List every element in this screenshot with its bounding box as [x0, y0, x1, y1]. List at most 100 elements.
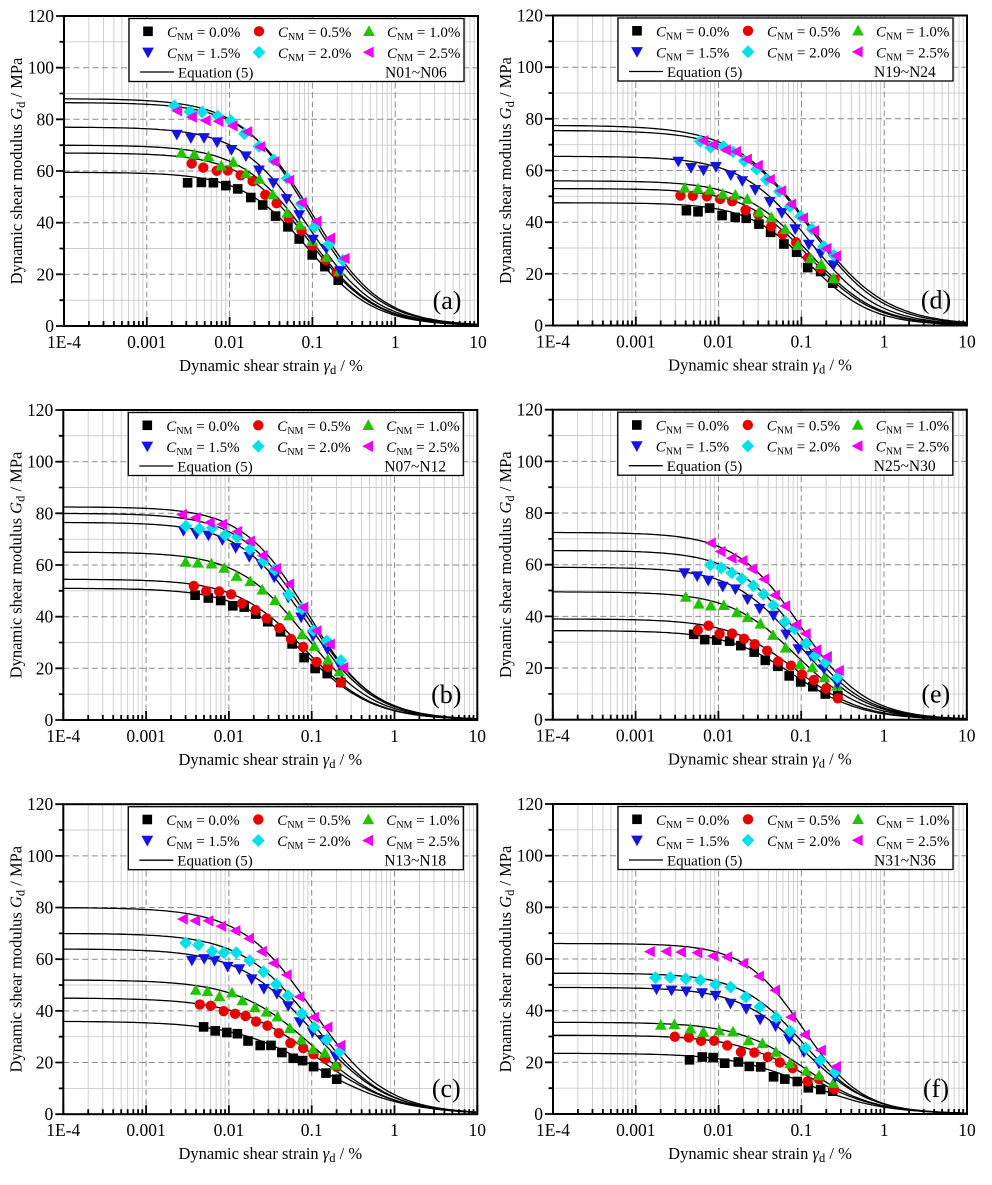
svg-text:40: 40: [36, 1001, 54, 1021]
svg-text:CNM = 2.0%: CNM = 2.0%: [767, 45, 840, 63]
svg-text:20: 20: [36, 1053, 54, 1073]
svg-text:0.001: 0.001: [126, 726, 165, 746]
svg-text:Dynamic shear strain γd / %: Dynamic shear strain γd / %: [668, 1144, 852, 1165]
svg-text:CNM = 1.0%: CNM = 1.0%: [387, 25, 460, 43]
svg-text:CNM = 0.5%: CNM = 0.5%: [278, 25, 351, 43]
svg-text:0.01: 0.01: [214, 332, 245, 352]
svg-text:0: 0: [534, 710, 543, 730]
svg-text:0.01: 0.01: [703, 726, 734, 746]
svg-text:10: 10: [469, 332, 487, 352]
svg-text:N13~N18: N13~N18: [384, 853, 446, 870]
svg-text:1E-4: 1E-4: [46, 1120, 80, 1140]
svg-text:10: 10: [469, 1120, 487, 1140]
svg-text:0.001: 0.001: [127, 332, 166, 352]
svg-text:CNM = 0.5%: CNM = 0.5%: [277, 419, 350, 437]
svg-text:Equation (5): Equation (5): [667, 854, 742, 870]
svg-text:CNM = 1.5%: CNM = 1.5%: [656, 45, 729, 63]
svg-text:CNM = 1.5%: CNM = 1.5%: [166, 440, 239, 458]
svg-text:CNM = 0.0%: CNM = 0.0%: [166, 419, 239, 437]
svg-text:0.01: 0.01: [703, 1120, 734, 1140]
svg-text:Dynamic shear modulus Gd / MPa: Dynamic shear modulus Gd / MPa: [6, 845, 27, 1072]
svg-text:0.1: 0.1: [790, 332, 812, 352]
svg-text:1: 1: [880, 332, 889, 352]
svg-text:CNM = 2.5%: CNM = 2.5%: [876, 440, 949, 458]
svg-text:10: 10: [958, 726, 976, 746]
svg-text:CNM = 1.5%: CNM = 1.5%: [656, 834, 729, 852]
svg-text:CNM = 1.0%: CNM = 1.0%: [386, 813, 459, 831]
svg-text:CNM = 0.0%: CNM = 0.0%: [167, 25, 240, 43]
svg-text:CNM = 2.0%: CNM = 2.0%: [767, 440, 840, 458]
svg-text:60: 60: [37, 161, 55, 181]
svg-text:20: 20: [525, 658, 543, 678]
svg-text:120: 120: [27, 794, 54, 814]
svg-text:40: 40: [525, 606, 543, 626]
svg-text:1E-4: 1E-4: [46, 726, 80, 746]
svg-text:120: 120: [27, 400, 54, 420]
svg-text:1: 1: [880, 1120, 889, 1140]
svg-text:(f): (f): [923, 1074, 949, 1103]
svg-text:Dynamic shear strain γd / %: Dynamic shear strain γd / %: [178, 1144, 362, 1165]
svg-text:10: 10: [958, 332, 976, 352]
svg-text:CNM = 2.0%: CNM = 2.0%: [277, 440, 350, 458]
svg-text:N07~N12: N07~N12: [384, 459, 446, 476]
svg-text:10: 10: [958, 1120, 976, 1140]
svg-text:(c): (c): [432, 1074, 461, 1103]
svg-text:1: 1: [880, 726, 889, 746]
svg-text:0.01: 0.01: [214, 1120, 245, 1140]
svg-text:CNM = 0.5%: CNM = 0.5%: [767, 24, 840, 42]
svg-text:CNM = 1.0%: CNM = 1.0%: [386, 419, 459, 437]
svg-text:60: 60: [525, 555, 543, 575]
svg-text:100: 100: [27, 452, 54, 472]
svg-text:Dynamic shear modulus Gd / MPa: Dynamic shear modulus Gd / MPa: [496, 845, 517, 1072]
svg-text:Dynamic shear modulus Gd / MPa: Dynamic shear modulus Gd / MPa: [7, 57, 28, 284]
svg-text:60: 60: [526, 949, 544, 969]
svg-text:(b): (b): [431, 680, 461, 709]
svg-text:40: 40: [36, 607, 54, 627]
svg-text:100: 100: [517, 846, 544, 866]
svg-text:CNM = 0.0%: CNM = 0.0%: [656, 24, 729, 42]
svg-text:0.001: 0.001: [616, 1120, 655, 1140]
svg-text:CNM = 2.0%: CNM = 2.0%: [277, 834, 350, 852]
svg-text:Dynamic shear modulus Gd / MPa: Dynamic shear modulus Gd / MPa: [496, 451, 517, 678]
svg-text:80: 80: [37, 109, 55, 129]
svg-text:0.01: 0.01: [214, 726, 245, 746]
svg-text:120: 120: [517, 400, 544, 420]
svg-text:1E-4: 1E-4: [47, 332, 81, 352]
svg-text:120: 120: [517, 6, 544, 26]
svg-text:Dynamic shear strain γd / %: Dynamic shear strain γd / %: [178, 750, 362, 771]
svg-text:N01~N06: N01~N06: [385, 65, 447, 82]
svg-text:CNM = 2.0%: CNM = 2.0%: [278, 46, 351, 64]
svg-text:0: 0: [45, 710, 54, 730]
svg-text:CNM = 1.0%: CNM = 1.0%: [876, 419, 949, 437]
svg-text:CNM = 2.5%: CNM = 2.5%: [876, 834, 949, 852]
svg-text:CNM = 2.0%: CNM = 2.0%: [767, 834, 840, 852]
svg-text:0.1: 0.1: [301, 1120, 323, 1140]
svg-text:0: 0: [45, 316, 54, 336]
svg-text:120: 120: [28, 6, 55, 26]
svg-text:Equation (5): Equation (5): [667, 459, 742, 475]
svg-text:60: 60: [526, 161, 544, 181]
svg-text:1E-4: 1E-4: [536, 1120, 570, 1140]
svg-text:CNM = 2.5%: CNM = 2.5%: [386, 440, 459, 458]
svg-text:CNM = 2.5%: CNM = 2.5%: [387, 46, 460, 64]
svg-text:CNM = 2.5%: CNM = 2.5%: [386, 834, 459, 852]
svg-text:0.1: 0.1: [790, 726, 812, 746]
svg-text:CNM = 0.5%: CNM = 0.5%: [277, 813, 350, 831]
svg-text:100: 100: [28, 58, 55, 78]
svg-text:CNM = 1.5%: CNM = 1.5%: [166, 834, 239, 852]
svg-text:CNM = 0.5%: CNM = 0.5%: [767, 419, 840, 437]
svg-text:20: 20: [37, 264, 55, 284]
svg-text:100: 100: [27, 846, 54, 866]
svg-text:(e): (e): [921, 680, 950, 709]
svg-text:80: 80: [525, 503, 543, 523]
svg-text:1: 1: [390, 1120, 399, 1140]
svg-text:CNM = 1.5%: CNM = 1.5%: [656, 440, 729, 458]
svg-text:Dynamic shear modulus Gd / MPa: Dynamic shear modulus Gd / MPa: [6, 451, 27, 678]
svg-text:100: 100: [517, 451, 544, 471]
svg-text:(d): (d): [921, 286, 951, 315]
svg-text:Equation (5): Equation (5): [667, 65, 742, 81]
svg-text:0.001: 0.001: [126, 1120, 165, 1140]
svg-text:60: 60: [36, 555, 54, 575]
svg-text:0.001: 0.001: [616, 332, 655, 352]
svg-text:Dynamic shear strain γd / %: Dynamic shear strain γd / %: [179, 356, 363, 377]
